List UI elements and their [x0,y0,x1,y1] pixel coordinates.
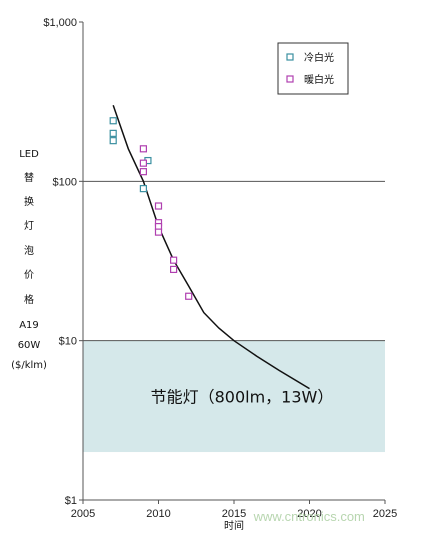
y-label-line: 60W [18,340,41,351]
y-label-line: A19 [19,320,39,331]
x-tick-label: 2005 [71,508,95,520]
band [83,340,385,453]
legend-box [277,42,349,95]
y-tick-label: $100 [53,176,77,188]
y-label-line: 格 [24,293,34,306]
y-label-line: 灯 [24,220,34,232]
data-markers [109,117,193,300]
y-label-line: 泡 [24,244,34,257]
cool-white-marker [109,117,117,125]
warm-white-marker [154,202,163,210]
warm-white-marker [139,168,147,176]
x-axis-label: 时间 [224,519,244,532]
y-label-line: 价 [24,269,34,281]
warm-white-marker [154,228,163,236]
y-tick-label: $10 [59,336,77,348]
legend-marker [286,75,294,83]
watermark: www.cntronics.com [253,509,365,524]
x-tick-label: 2025 [373,508,397,520]
warm-white-marker [185,292,193,300]
y-label-line: 换 [24,195,34,208]
legend-marker [286,53,294,61]
x-ticks: 2005 2010 2015 2020 2025 [71,500,397,520]
warm-white-marker [170,256,178,264]
y-tick-label: $1,000 [43,17,77,29]
warm-white-marker [139,145,147,153]
cool-white-marker [109,137,117,145]
legend-entry: 暖白光 [304,73,334,86]
x-tick-label: 2010 [146,508,170,520]
cool-white-marker [139,185,147,193]
y-tick-label: $1 [65,495,77,507]
y-label-line: LED [19,149,39,160]
x-tick-label: 2015 [222,508,246,520]
y-label-line: 替 [24,171,34,184]
band-label: 节能灯（800lm，13W） [151,387,334,406]
y-label-line: ($/klm) [11,360,47,371]
x-tick-label: 2020 [297,508,321,520]
warm-white-marker [139,159,147,167]
trend-line [112,105,310,390]
y-ticks: $1 $10 $100 $1,000 [43,17,83,507]
cool-white-marker [109,129,117,137]
legend-entry: 冷白光 [304,51,334,64]
warm-white-marker [170,265,178,274]
